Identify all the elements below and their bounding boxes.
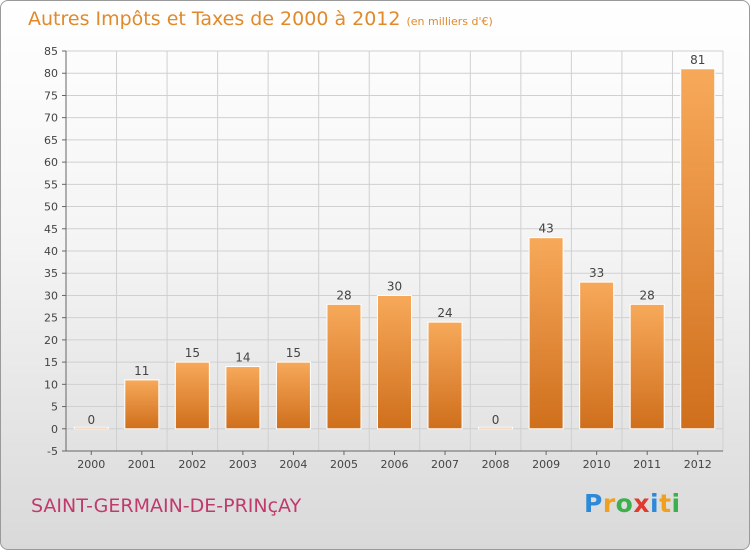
data-label-2009: 43 (538, 222, 553, 236)
commune-name: SAINT-GERMAIN-DE-PRINçAY (31, 495, 302, 517)
data-label-2010: 33 (589, 266, 604, 280)
y-tick-label: 0 (51, 423, 58, 436)
logo-letter: x (633, 489, 650, 518)
logo-letter: t (659, 489, 672, 518)
logo-letter: o (615, 489, 634, 518)
data-label-2005: 28 (336, 288, 351, 302)
data-label-2004: 15 (286, 346, 301, 360)
bar-2008 (478, 426, 514, 430)
y-tick-label: 15 (44, 356, 58, 369)
bar-2010 (579, 281, 615, 430)
bar-2007 (427, 321, 463, 430)
bar-2006 (377, 294, 412, 430)
bar-2003 (225, 366, 261, 430)
x-tick-label-2009: 2009 (532, 458, 560, 471)
data-label-2012: 81 (690, 53, 705, 67)
x-tick-label-2005: 2005 (330, 458, 358, 471)
bar-2005 (326, 303, 362, 430)
chart-subtitle: (en milliers d'€) (406, 15, 493, 28)
axes (62, 50, 723, 455)
bar-2004 (275, 361, 311, 430)
y-tick-label: 65 (44, 134, 58, 147)
bar-2002 (174, 361, 210, 430)
y-tick-label: 55 (44, 178, 58, 191)
bar-2011 (629, 303, 665, 430)
logo-letter: i (671, 489, 681, 518)
y-tick-label: 35 (44, 267, 58, 280)
bars (73, 68, 716, 430)
y-tick-label: 30 (44, 289, 58, 302)
y-tick-label: 5 (51, 401, 58, 414)
y-tick-label: 85 (44, 45, 58, 58)
logo-letter: P (584, 489, 603, 518)
bar-2009 (528, 237, 564, 430)
data-label-2001: 11 (134, 364, 149, 378)
x-tick-label-2011: 2011 (633, 458, 661, 471)
y-tick-labels: -5 0 5 10 15 20 25 30 35 40 45 50 55 60 65 70 75 80 85 (44, 45, 58, 458)
title-text: Autres Impôts et Taxes de 2000 à 2012 (28, 8, 401, 30)
x-tick-label-2006: 2006 (381, 458, 409, 471)
data-labels: 0 11 15 14 15 28 30 24 0 43 33 28 81 (87, 53, 705, 427)
data-label-2006: 30 (387, 279, 402, 293)
y-tick-label: 50 (44, 201, 58, 214)
y-tick-label: 60 (44, 156, 58, 169)
chart-title: Autres Impôts et Taxes de 2000 à 2012 (en… (28, 8, 493, 30)
y-tick-label: 10 (44, 378, 58, 391)
bar-2000 (73, 426, 109, 430)
data-label-2007: 24 (437, 306, 452, 320)
x-tick-label-2000: 2000 (77, 458, 105, 471)
x-tick-label-2007: 2007 (431, 458, 459, 471)
y-tick-label: 45 (44, 223, 58, 236)
data-label-2002: 15 (185, 346, 200, 360)
data-label-2008: 0 (492, 413, 500, 427)
y-tick-label: 70 (44, 112, 58, 125)
proxiti-logo: Proxiti (584, 489, 681, 518)
y-tick-label: -5 (47, 445, 58, 458)
y-tick-label: 75 (44, 89, 58, 102)
data-label-2003: 14 (235, 351, 250, 365)
logo-letter: i (650, 489, 660, 518)
x-tick-label-2010: 2010 (583, 458, 611, 471)
x-tick-label-2012: 2012 (684, 458, 712, 471)
bar-2012 (680, 68, 716, 430)
y-tick-label: 20 (44, 334, 58, 347)
logo-letter: r (602, 489, 616, 518)
data-label-2000: 0 (87, 413, 95, 427)
data-label-2011: 28 (640, 288, 655, 302)
y-tick-label: 40 (44, 245, 58, 258)
y-tick-label: 80 (44, 67, 58, 80)
x-tick-label-2002: 2002 (178, 458, 206, 471)
x-tick-label-2001: 2001 (128, 458, 156, 471)
x-tick-label-2004: 2004 (279, 458, 307, 471)
x-tick-labels: 2000 2001 2002 2003 2004 2005 2006 2007 2008 2009… (77, 458, 711, 471)
x-tick-label-2003: 2003 (229, 458, 257, 471)
bar-2001 (124, 379, 160, 430)
y-tick-label: 25 (44, 312, 58, 325)
x-tick-label-2008: 2008 (482, 458, 510, 471)
